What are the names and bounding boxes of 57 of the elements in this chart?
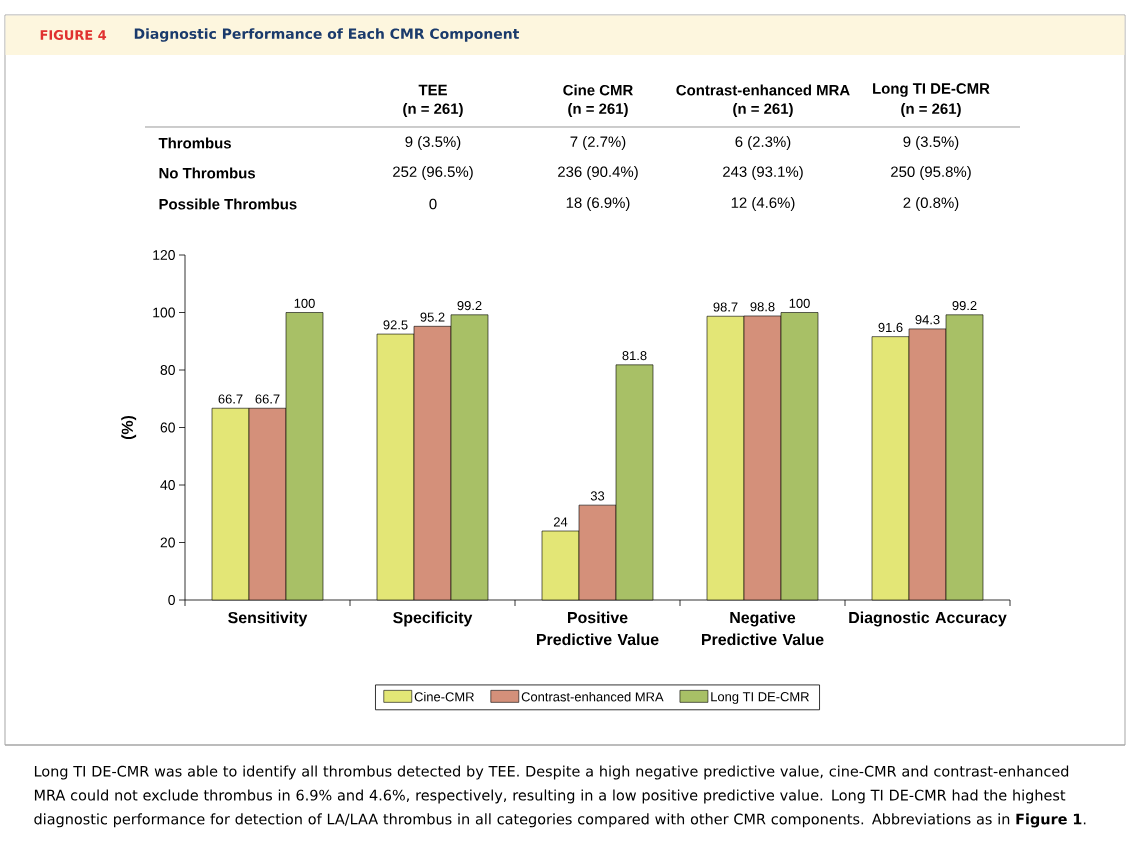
x-tick-label: Sensitivity: [228, 611, 308, 627]
text: (n = 261): [568, 103, 628, 117]
y-tick-label: 120: [153, 250, 175, 260]
data-label: 24: [553, 517, 568, 527]
text: 12 (4.6%): [731, 197, 795, 211]
x-tick-label: Positive Predictive Value: [536, 611, 659, 646]
data-label: 94.3: [915, 315, 940, 325]
text: 7 (2.7%): [570, 136, 626, 150]
y-tick-label: 60: [160, 422, 175, 433]
data-label: 81.8: [622, 351, 647, 361]
text: 252 (96.5%): [393, 166, 473, 180]
text: 236 (90.4%): [558, 166, 638, 180]
chart-title: Diagnostic Performance of Each CMR Component: [134, 28, 520, 42]
data-label: 100: [789, 298, 810, 308]
text: 9 (3.5%): [903, 136, 959, 150]
data-label: 95.2: [420, 312, 445, 322]
y-axis-title: (%): [121, 415, 137, 440]
y-tick-label: 100: [153, 307, 175, 318]
x-tick-label: Negative Predictive Value: [701, 611, 824, 646]
data-label: 66.7: [255, 394, 280, 404]
text: Cine CMR: [563, 84, 633, 96]
text: Long TI DE-CMR: [873, 83, 990, 97]
text: (n = 261): [901, 103, 961, 117]
text: (n = 261): [733, 103, 793, 117]
legend-label: Cine-CMR: [414, 691, 474, 702]
text: 18 (6.9%): [566, 197, 630, 211]
data-label: 33: [590, 491, 605, 501]
data-label: 91.6: [878, 322, 903, 333]
data-label: 98.8: [750, 302, 775, 312]
data-label: 99.2: [952, 301, 977, 311]
text: 250 (95.8%): [891, 166, 971, 180]
text: TEE: [418, 84, 447, 96]
y-tick-label: 40: [160, 480, 175, 490]
legend-label: Long TI DE-CMR: [711, 692, 809, 704]
text: 6 (2.3%): [735, 136, 791, 150]
text: 0: [429, 198, 437, 210]
text: Long TI DE-CMR was able to identify all thrombus detected by TEE. Despite a high negative predictive value, cine-CMR and contrast-enhanced MRA could not exclude thrombus in 6.9% and 4.6%, respectively, resulting in a low positive predictive value. Long TI DE-CMR had the highest diagnostic performance for detection of LA/LAA thrombus in all categories compared with other CMR components. Abbreviations as in Figure 1.: [34, 765, 1086, 828]
text: 9 (3.5%): [405, 136, 461, 150]
text: Thrombus: [158, 137, 231, 149]
text: Possible Thrombus: [159, 198, 297, 210]
x-tick-label: Diagnostic Accuracy: [849, 611, 1007, 627]
data-label: 66.7: [218, 394, 243, 404]
data-label: 99.2: [457, 301, 482, 311]
y-tick-label: 20: [160, 537, 175, 548]
legend-label: Contrast-enhanced MRA: [521, 691, 664, 702]
text: FIGURE 4: [40, 30, 107, 40]
text: 2 (0.8%): [903, 197, 959, 211]
data-label: 100: [294, 298, 315, 308]
y-tick-label: 0: [168, 595, 175, 605]
x-tick-label: Specificity: [393, 611, 473, 627]
text: (n = 261): [403, 103, 463, 117]
data-label: 92.5: [383, 320, 408, 330]
text: 243 (93.1%): [723, 166, 803, 180]
data-label: 98.7: [713, 302, 738, 312]
text: No Thrombus: [159, 167, 256, 179]
text: Contrast-enhanced MRA: [676, 84, 850, 96]
y-tick-label: 80: [160, 365, 175, 375]
